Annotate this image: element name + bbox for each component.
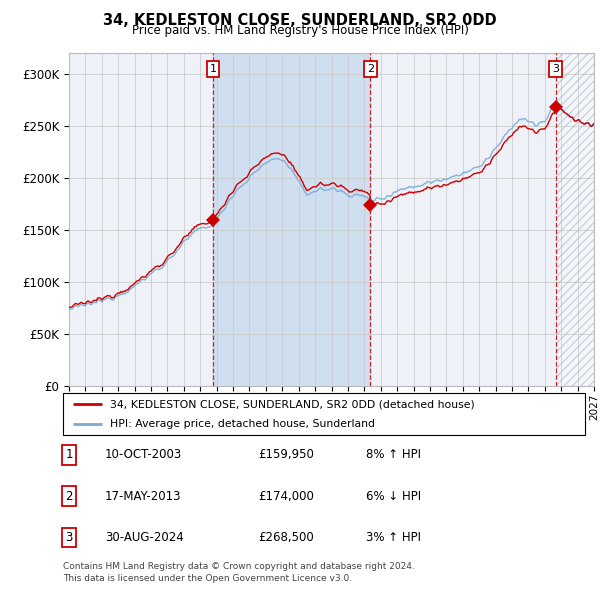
Text: 1: 1 [209,64,217,74]
Text: 17-MAY-2013: 17-MAY-2013 [105,490,182,503]
Text: 6% ↓ HPI: 6% ↓ HPI [366,490,421,503]
Text: 1: 1 [65,448,73,461]
Bar [213,53,370,386]
Text: £159,950: £159,950 [258,448,314,461]
Text: 2: 2 [367,64,374,74]
Text: 3% ↑ HPI: 3% ↑ HPI [366,531,421,544]
Text: 3: 3 [552,64,559,74]
Text: 34, KEDLESTON CLOSE, SUNDERLAND, SR2 0DD: 34, KEDLESTON CLOSE, SUNDERLAND, SR2 0DD [103,12,497,28]
Text: Contains HM Land Registry data © Crown copyright and database right 2024.
This d: Contains HM Land Registry data © Crown c… [63,562,415,583]
Bar [556,53,594,386]
Text: £268,500: £268,500 [258,531,314,544]
Text: Price paid vs. HM Land Registry's House Price Index (HPI): Price paid vs. HM Land Registry's House … [131,24,469,37]
FancyBboxPatch shape [63,393,585,435]
Text: 34, KEDLESTON CLOSE, SUNDERLAND, SR2 0DD (detached house): 34, KEDLESTON CLOSE, SUNDERLAND, SR2 0DD… [110,399,475,409]
Text: 30-AUG-2024: 30-AUG-2024 [105,531,184,544]
Text: 3: 3 [65,531,73,544]
Text: 8% ↑ HPI: 8% ↑ HPI [366,448,421,461]
Text: 10-OCT-2003: 10-OCT-2003 [105,448,182,461]
Text: £174,000: £174,000 [258,490,314,503]
Text: 2: 2 [65,490,73,503]
Bar [556,53,594,386]
Bar [556,53,594,386]
Text: HPI: Average price, detached house, Sunderland: HPI: Average price, detached house, Sund… [110,419,375,429]
